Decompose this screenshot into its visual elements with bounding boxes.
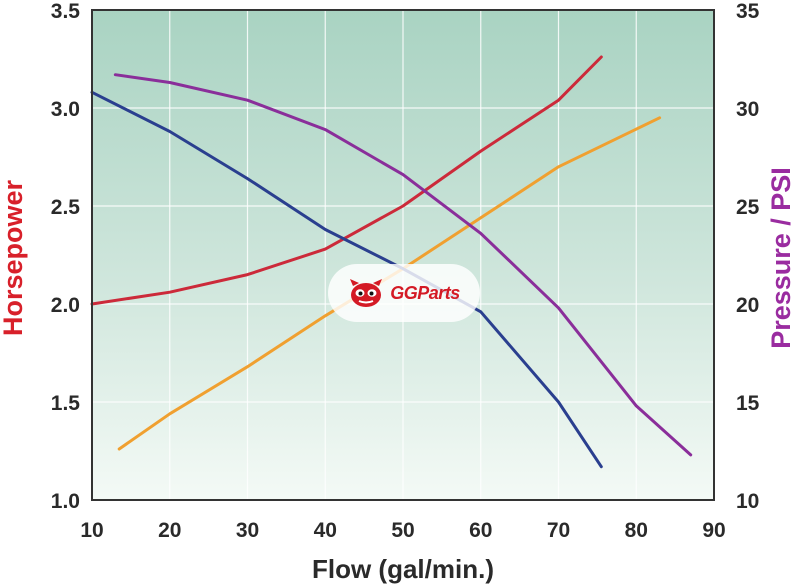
y-left-tick-label: 3.5 <box>51 0 81 23</box>
x-tick-label: 90 <box>702 519 725 542</box>
right-axis-title: Pressure / PSI <box>766 167 796 349</box>
watermark: GGParts <box>328 264 480 322</box>
left-axis-title: Horsepower <box>0 179 28 336</box>
x-tick-label: 70 <box>547 519 570 542</box>
x-axis-title: Flow (gal/min.) <box>312 554 494 584</box>
y-left-tick-label: 3.0 <box>51 98 80 121</box>
x-tick-label: 80 <box>625 519 648 542</box>
tick-labels: 10 20 30 40 50 60 70 80 90 1.0 1.5 2.0 2.5 3.0 3.5 10 15… <box>51 0 760 542</box>
x-tick-label: 20 <box>158 519 181 542</box>
watermark-text: GGParts <box>390 282 460 303</box>
x-tick-label: 30 <box>236 519 259 542</box>
x-tick-label: 50 <box>391 519 414 542</box>
gg-mascot-logo-icon <box>350 279 383 307</box>
series-line-blue <box>90 90 603 469</box>
y-left-tick-label: 1.0 <box>51 490 80 513</box>
y-left-tick-label: 2.0 <box>51 294 80 317</box>
series-line-purple <box>113 73 693 457</box>
y-right-tick-label: 10 <box>736 490 759 513</box>
y-left-tick-label: 1.5 <box>51 392 81 415</box>
x-tick-label: 60 <box>469 519 492 542</box>
x-tick-label: 40 <box>314 519 337 542</box>
y-right-tick-label: 15 <box>736 392 760 415</box>
series-line-red <box>90 55 603 306</box>
y-left-tick-label: 2.5 <box>51 196 81 219</box>
y-right-tick-label: 25 <box>736 196 760 219</box>
y-right-tick-label: 35 <box>736 0 760 23</box>
y-right-tick-label: 20 <box>736 294 759 317</box>
x-tick-label: 10 <box>80 519 103 542</box>
plot-frame <box>91 9 715 501</box>
y-right-tick-label: 30 <box>736 98 759 121</box>
